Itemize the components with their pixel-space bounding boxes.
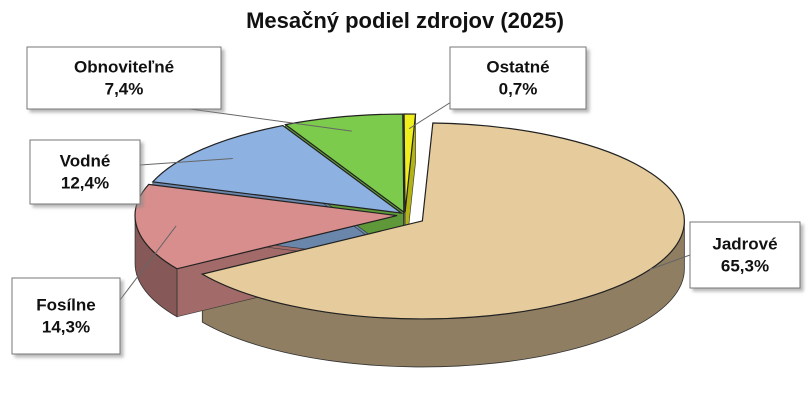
- leader-line: [119, 225, 177, 301]
- value-label: 12,4%: [61, 173, 109, 192]
- slice: [151, 124, 404, 214]
- category-label: Ostatné: [486, 57, 549, 76]
- category-label: Fosílne: [36, 295, 96, 314]
- value-label: 14,3%: [42, 317, 90, 336]
- value-label: 7,4%: [105, 79, 144, 98]
- chart-title: Mesačný podiel zdrojov (2025): [246, 8, 564, 33]
- category-label: Obnoviteľné: [74, 57, 174, 76]
- leader-line: [189, 108, 352, 132]
- slice: [284, 113, 405, 214]
- category-label: Vodné: [60, 151, 111, 170]
- label-box: [29, 139, 141, 205]
- slice: [134, 183, 398, 270]
- category-label: Jadrové: [712, 234, 777, 253]
- label-box: [26, 46, 222, 110]
- leader-line: [649, 254, 691, 270]
- leader-line: [139, 158, 233, 166]
- label-box: [689, 221, 801, 289]
- slice: [403, 113, 417, 213]
- value-label: 65,3%: [721, 256, 769, 275]
- value-label: 0,7%: [499, 79, 538, 98]
- label-box: [449, 46, 587, 110]
- label-box: [11, 277, 121, 355]
